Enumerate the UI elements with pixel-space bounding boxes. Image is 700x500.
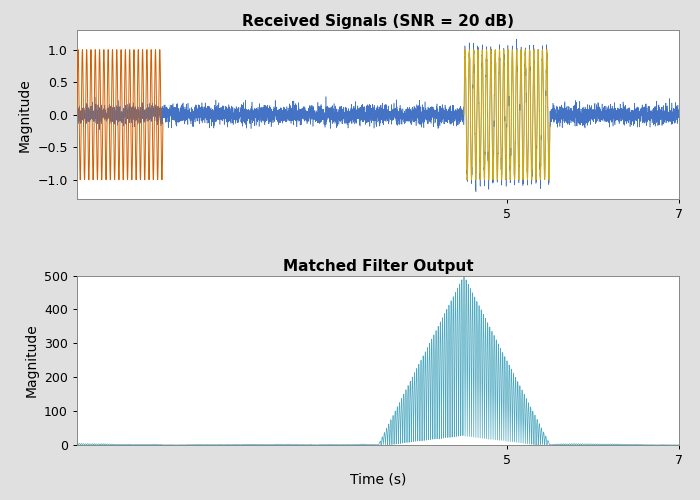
Y-axis label: Magnitude: Magnitude (18, 78, 32, 152)
Title: Received Signals (SNR = 20 dB): Received Signals (SNR = 20 dB) (242, 14, 514, 29)
Y-axis label: Magnitude: Magnitude (25, 324, 38, 397)
Title: Matched Filter Output: Matched Filter Output (283, 260, 473, 274)
X-axis label: Time (s): Time (s) (350, 472, 406, 486)
